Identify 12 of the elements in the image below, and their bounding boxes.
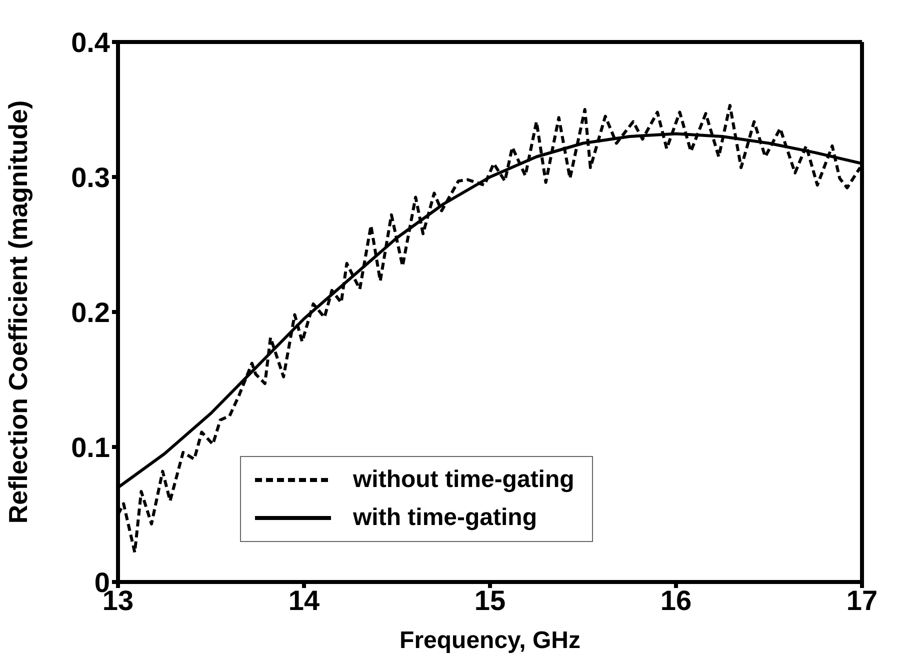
legend-label: without time-gating <box>353 465 574 495</box>
x-tick-label: 16 <box>660 584 692 616</box>
x-tick-label: 17 <box>846 584 878 616</box>
legend-label: with time-gating <box>353 503 537 533</box>
y-tick-label: 0.1 <box>71 432 110 463</box>
x-tick-label: 15 <box>474 584 506 616</box>
y-tick-label: 0.3 <box>71 162 110 193</box>
y-tick-label: 0.4 <box>71 26 110 58</box>
x-tick-label: 14 <box>288 584 320 616</box>
x-axis-title: Frequency, GHz <box>400 627 580 654</box>
y-axis-title: Reflection Coefficient (magnitude) <box>3 100 34 524</box>
y-tick-label: 0.2 <box>71 296 110 328</box>
